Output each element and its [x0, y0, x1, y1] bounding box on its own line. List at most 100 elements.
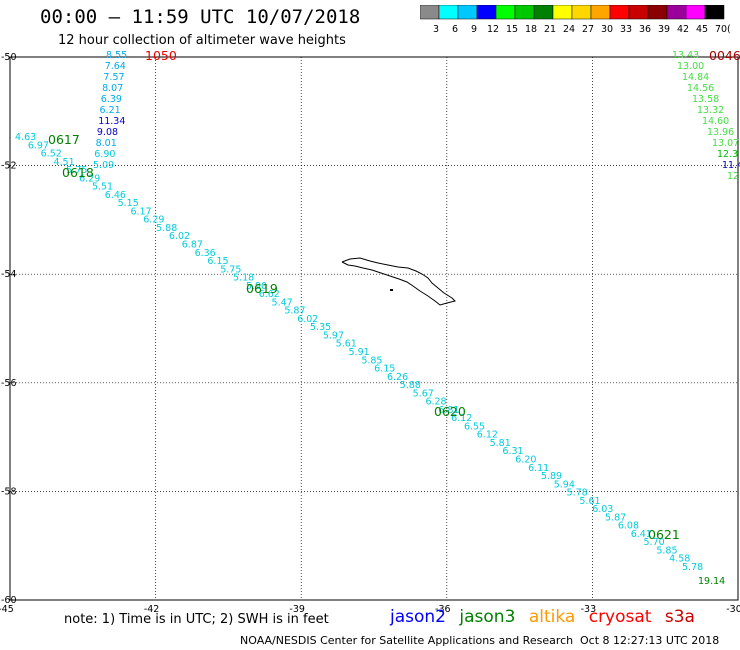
wave-height-label: 6.17 — [130, 206, 151, 217]
wave-height-label: 6.20 — [515, 455, 536, 466]
wave-height-label: 5.61 — [579, 496, 600, 507]
lat-tick-label: -52 — [1, 161, 17, 172]
lon-tick-label: -33 — [581, 604, 597, 615]
satellite-altika: altika — [528, 607, 576, 627]
legend-label: 21 — [544, 24, 556, 35]
wave-height-label: 13.00 — [677, 61, 704, 72]
wave-height-label: 5.75 — [66, 165, 87, 176]
wave-height-label: 6.29 — [143, 215, 164, 226]
wave-height-label: 5.97 — [323, 330, 344, 341]
wave-height-label: 5.51 — [92, 182, 113, 193]
wave-height-label: 5.78 — [567, 488, 588, 499]
pass-time-label: 0618 — [62, 165, 94, 180]
wave-height-label: 5.15 — [118, 198, 139, 209]
wave-height-label: 6.41 — [631, 529, 652, 540]
wave-height-label: 5.87 — [605, 512, 626, 523]
wave-height-label: 5.85 — [361, 355, 382, 366]
wave-height-label: 4.51 — [53, 157, 74, 168]
wave-height-label: 6.62 — [259, 289, 280, 300]
wave-height-label: 6.81 — [438, 405, 459, 416]
wave-height-label: 8.01 — [96, 138, 117, 149]
wave-height-label: 6.02 — [297, 314, 318, 325]
legend-swatch — [704, 5, 725, 20]
legend-label: 30 — [601, 24, 613, 35]
wave-height-label: 5.87 — [284, 306, 305, 317]
wave-height-label: 13.32 — [697, 105, 724, 116]
legend-label: 9 — [471, 24, 477, 35]
legend-label: 18 — [525, 24, 537, 35]
satellite-jason2: jason2 — [390, 607, 446, 627]
wave-height-label: 6.11 — [528, 463, 549, 474]
pass-time-label: 0619 — [246, 281, 278, 296]
wave-height-label: 5.94 — [554, 479, 575, 490]
chart-subtitle: 12 hour collection of altimeter wave hei… — [58, 33, 346, 48]
wave-height-label: 6.55 — [464, 421, 485, 432]
lat-tick-label: -58 — [1, 486, 17, 497]
wave-height-label: 6.15 — [374, 364, 395, 375]
legend-unit: (ft) — [727, 24, 730, 35]
legend-label: 12 — [487, 24, 499, 35]
wave-height-label: 7.57 — [103, 72, 124, 83]
satellite-jason3: jason3 — [459, 607, 516, 627]
pass-time-label: 0617 — [48, 132, 80, 147]
pass-time-label: 0046 — [709, 48, 740, 63]
wave-height-label: 12.3 — [717, 149, 738, 160]
island-outline — [341, 257, 456, 306]
wave-height-label: 6.03 — [592, 504, 613, 515]
wave-height-label: 6.21 — [100, 105, 121, 116]
legend-label: 33 — [620, 24, 632, 35]
wave-height-label: 5.88 — [400, 380, 421, 391]
wave-height-label: 12 — [727, 171, 739, 182]
wave-height-label: 6.87 — [182, 240, 203, 251]
lon-tick-label: -30 — [726, 604, 740, 615]
lat-tick-label: -56 — [1, 378, 17, 389]
footer-credit: NOAA/NESDIS Center for Satellite Applica… — [240, 634, 574, 647]
lon-tick-label: -36 — [435, 604, 451, 615]
lat-tick-label: -50 — [1, 52, 17, 63]
wave-height-label: 5.78 — [682, 562, 703, 573]
satellite-s3a: s3a — [664, 607, 695, 627]
wave-height-label: 6.90 — [94, 149, 115, 160]
lat-tick-label: -54 — [1, 269, 17, 280]
footer-note: note: 1) Time is in UTC; 2) SWH is in fe… — [64, 612, 329, 627]
wave-height-label: 5.61 — [336, 339, 357, 350]
satellite-cryosat: cryosat — [588, 607, 652, 627]
chart-title: 00:00 — 11:59 UTC 10/07/2018 — [40, 6, 361, 28]
wave-height-label: 6.12 — [451, 413, 472, 424]
wave-height-label: 9.08 — [97, 127, 118, 138]
islet — [390, 289, 393, 291]
wave-height-label: 5.70 — [644, 537, 665, 548]
wave-height-label: 4.63 — [15, 132, 36, 143]
wave-height-label: 6.31 — [502, 446, 523, 457]
wave-height-label: 5.91 — [349, 347, 370, 358]
legend-label: 24 — [563, 24, 575, 35]
wave-height-label: 6.02 — [169, 231, 190, 242]
wave-height-label: 13.43 — [672, 50, 699, 61]
wave-height-label: 7.64 — [105, 61, 126, 72]
wave-height-label: 13.07 — [712, 138, 739, 149]
map-frame — [9, 56, 739, 601]
legend-label: 42 — [677, 24, 689, 35]
satellite-legend: jason2 jason3 altika cryosat s3a — [390, 607, 703, 627]
wave-height-label: 13.58 — [692, 94, 719, 105]
wave-height-label: 14.84 — [682, 72, 709, 83]
lat-tick-label: -60 — [1, 595, 17, 606]
legend-label: 39 — [658, 24, 670, 35]
wave-height-label: 14.60 — [702, 116, 729, 127]
wave-height-label: 13.96 — [707, 127, 734, 138]
wave-height-label: 8.07 — [102, 83, 123, 94]
wave-height-label: 11.34 — [98, 116, 125, 127]
pass-time-label: 0621 — [648, 527, 680, 542]
legend-label: 3 — [433, 24, 439, 35]
footer-timestamp: Oct 8 12:27:13 UTC 2018 — [580, 634, 720, 647]
wave-height-label: 5.90 — [246, 281, 267, 292]
wave-height-label: 5.81 — [490, 438, 511, 449]
legend-label: 6 — [452, 24, 458, 35]
wave-height-label: 6.97 — [28, 140, 49, 151]
wave-height-label: 6.28 — [425, 397, 446, 408]
wave-height-label: 5.85 — [656, 545, 677, 556]
wave-height-label: 5.88 — [156, 223, 177, 234]
wave-height-label: 5.18 — [233, 273, 254, 284]
wave-height-label: 5.35 — [310, 322, 331, 333]
